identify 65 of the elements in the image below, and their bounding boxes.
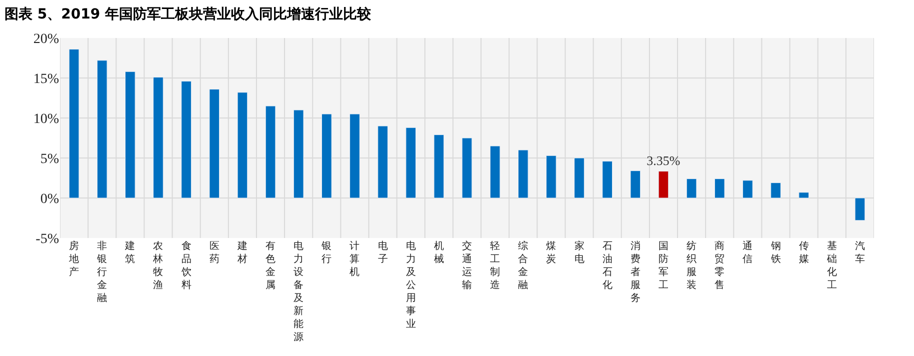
x-tick-label: 传媒 bbox=[798, 241, 809, 265]
bar bbox=[265, 106, 276, 198]
bar bbox=[153, 76, 164, 198]
y-tick-label: 15% bbox=[33, 72, 60, 87]
x-tick-label: 综合金融 bbox=[518, 240, 528, 291]
bar bbox=[321, 114, 332, 198]
bar bbox=[406, 127, 416, 198]
data-label: 3.35% bbox=[646, 153, 680, 168]
x-tick-label: 基础化工 bbox=[826, 240, 837, 291]
bar bbox=[209, 88, 220, 198]
x-tick-label: 商贸零售 bbox=[714, 240, 725, 291]
x-tick-label: 钢铁 bbox=[770, 241, 781, 265]
x-tick-label: 家电 bbox=[574, 240, 584, 265]
x-tick-label: 计算机 bbox=[350, 240, 360, 278]
x-tick-label: 银行 bbox=[320, 241, 332, 265]
x-tick-label: 房地产 bbox=[68, 240, 80, 278]
bar bbox=[546, 155, 556, 198]
x-tick-label: 石油石化 bbox=[602, 241, 612, 291]
y-tick-label: 10% bbox=[33, 112, 60, 127]
bar bbox=[742, 180, 753, 198]
x-tick-label: 交通运输 bbox=[462, 240, 472, 291]
bar bbox=[237, 92, 248, 198]
x-tick-label: 国防军工 bbox=[658, 241, 668, 291]
x-tick-label: 消费者服务 bbox=[630, 240, 640, 304]
bar bbox=[181, 80, 192, 198]
y-tick-label: 20% bbox=[33, 32, 60, 47]
bar bbox=[686, 178, 697, 198]
x-tick-label: 电子 bbox=[378, 240, 388, 265]
bar bbox=[770, 182, 781, 198]
bar bbox=[714, 178, 725, 198]
bar bbox=[518, 150, 528, 198]
bar bbox=[630, 170, 641, 198]
x-tick-label: 建筑 bbox=[124, 240, 136, 265]
x-tick-label: 有色金属 bbox=[266, 240, 276, 291]
bar bbox=[658, 170, 669, 198]
x-tick-label: 建材 bbox=[236, 240, 248, 265]
y-tick-label: -5% bbox=[36, 232, 60, 247]
bar bbox=[96, 60, 108, 198]
x-tick-label: 非银行金融 bbox=[96, 240, 108, 304]
x-tick-label: 轻工制造 bbox=[490, 240, 500, 291]
x-tick-label: 医药 bbox=[209, 241, 220, 265]
chart-title: 图表 5、2019 年国防军工板块营业收入同比增速行业比较 bbox=[4, 6, 372, 23]
bar bbox=[462, 138, 472, 198]
y-tick-label: 0% bbox=[40, 192, 60, 207]
x-tick-label: 机械 bbox=[434, 240, 444, 265]
bar bbox=[854, 198, 866, 221]
bar bbox=[350, 114, 360, 198]
bar bbox=[293, 110, 304, 198]
bar bbox=[125, 71, 136, 198]
x-tick-label: 电力设备及新能源 bbox=[294, 240, 304, 343]
x-tick-label: 电力及公用事业 bbox=[406, 240, 416, 330]
bar bbox=[378, 126, 388, 198]
x-tick-label: 煤炭 bbox=[546, 240, 556, 265]
bar bbox=[434, 134, 444, 198]
bar bbox=[490, 146, 500, 198]
x-tick-label: 食品饮料 bbox=[180, 240, 192, 291]
x-tick-label: 纺织服装 bbox=[686, 240, 697, 291]
x-tick-label: 农林牧渔 bbox=[152, 241, 164, 291]
x-tick-label: 通信 bbox=[742, 240, 753, 265]
bar bbox=[574, 158, 584, 198]
bar bbox=[798, 192, 809, 198]
x-tick-label: 汽车 bbox=[854, 240, 865, 265]
bar bbox=[602, 160, 613, 198]
bar bbox=[68, 48, 80, 198]
y-tick-label: 5% bbox=[40, 152, 60, 167]
